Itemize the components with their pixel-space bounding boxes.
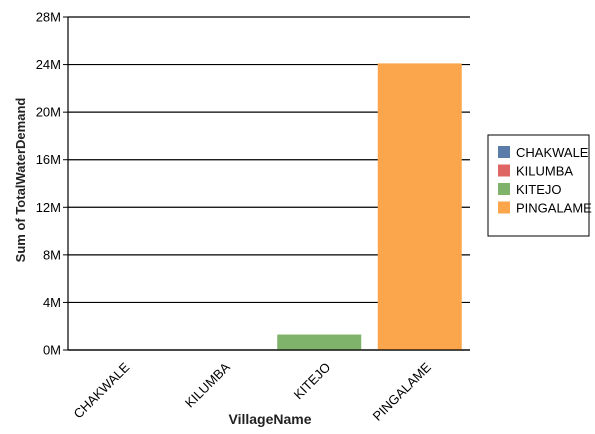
legend-swatch (498, 201, 510, 214)
bar-kitejo (277, 334, 362, 350)
legend: CHAKWALE KILUMBA KITEJO PINGALAME (487, 134, 592, 237)
y-tick-labels: 0M 4M 8M 12M 16M 20M 24M 28M (36, 10, 68, 358)
y-tick-label: 16M (36, 152, 61, 167)
y-tick-label: 12M (36, 200, 61, 215)
bar-pingalame (377, 63, 462, 350)
y-tick-label: 20M (36, 105, 61, 120)
y-tick-label: 0M (43, 343, 61, 358)
y-tick-label: 8M (43, 247, 61, 262)
legend-label: PINGALAME (516, 201, 592, 216)
legend-label: KITEJO (516, 182, 562, 197)
legend-label: KILUMBA (516, 164, 573, 179)
bars (277, 63, 462, 350)
x-tick-label: CHAKWALE (71, 359, 133, 421)
legend-swatch (498, 164, 510, 177)
legend-swatch (498, 183, 510, 195)
y-tick-label: 24M (36, 57, 61, 72)
y-tick-label: 28M (36, 10, 61, 25)
x-tick-label: PINGALAME (370, 359, 434, 423)
x-tick-label: KITEJO (291, 360, 334, 403)
legend-label: CHAKWALE (516, 145, 589, 160)
gridlines (68, 16, 470, 351)
x-tick-label: KILUMBA (182, 359, 233, 410)
x-axis-title: VillageName (228, 411, 311, 427)
y-tick-label: 4M (43, 295, 61, 310)
y-axis-title: Sum of TotalWaterDemand (13, 98, 28, 263)
legend-swatch (498, 146, 510, 158)
